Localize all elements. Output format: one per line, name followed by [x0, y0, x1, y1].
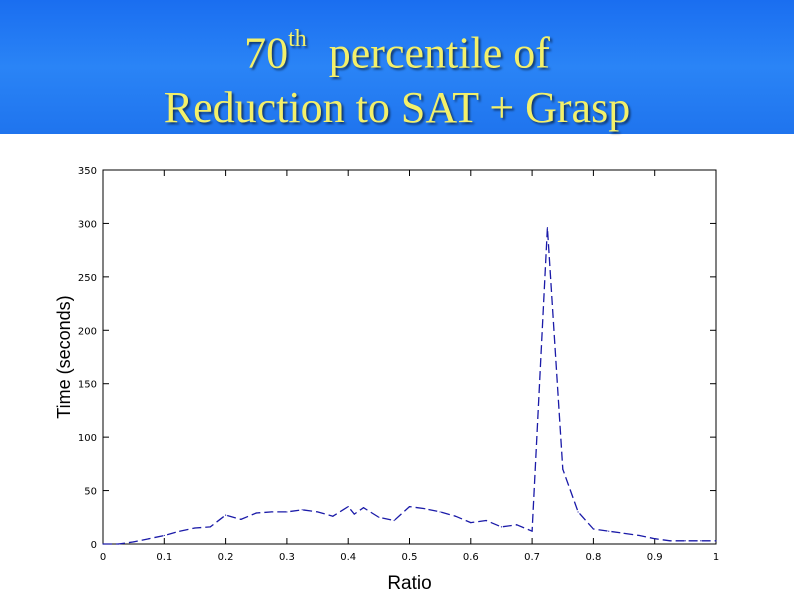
data-point [353, 513, 355, 515]
data-point [286, 511, 288, 513]
data-point [316, 511, 319, 513]
plot-area: 0 0.1 0.2 0.3 0.4 0.5 0.6 0.7 0.8 0.9 1 0 50 100 150 20… [54, 166, 719, 594]
data-point [393, 519, 395, 522]
y-tick-label: 150 [78, 380, 97, 391]
title-line-1: 70th percentile of [0, 18, 794, 81]
y-tick-label: 100 [78, 433, 97, 444]
data-point [577, 511, 579, 513]
data-point [623, 532, 625, 534]
data-point [255, 512, 257, 514]
data-point [194, 527, 196, 529]
data-point [332, 515, 334, 517]
x-tick-label: 0 [100, 552, 106, 563]
data-point [179, 530, 181, 532]
line-chart: 0 0.1 0.2 0.3 0.4 0.5 0.6 0.7 0.8 0.9 1 0 50 100 150 20… [54, 166, 719, 594]
data-point [347, 506, 349, 508]
data-point [669, 540, 671, 542]
data-point [163, 534, 165, 537]
data-point [638, 534, 640, 537]
data-point [439, 511, 441, 513]
data-point [470, 522, 472, 524]
title-line-2: Reduction to SAT + Grasp [163, 82, 631, 132]
data-point [240, 518, 242, 521]
data-point [592, 528, 595, 530]
data-point [608, 530, 610, 532]
title-number: 70 [244, 28, 289, 78]
data-point [102, 543, 104, 545]
title-banner [0, 0, 794, 134]
data-point [378, 516, 380, 518]
title-rest: percentile of [328, 28, 550, 78]
plot-frame [102, 169, 717, 545]
x-tick-label: 0.4 [340, 552, 356, 563]
x-tick-label: 0.7 [524, 552, 540, 563]
data-point [562, 468, 564, 470]
data-point [516, 524, 518, 526]
y-tick-label: 0 [91, 540, 97, 551]
title-superscript: th [288, 26, 307, 52]
x-tick-label: 0.3 [279, 552, 295, 563]
y-tick-label: 50 [84, 487, 97, 498]
data-point [408, 506, 411, 508]
slide-title: 70th percentile of Reduction to SAT + Gr… [0, 18, 794, 135]
y-tick-label: 250 [78, 273, 97, 284]
x-tick-label: 0.2 [218, 552, 234, 563]
x-tick-label: 0.9 [647, 552, 663, 563]
data-point [700, 540, 702, 542]
data-point [715, 540, 717, 542]
data-point [301, 509, 303, 511]
data-point [454, 515, 457, 517]
data-point [531, 530, 533, 532]
data-point [485, 519, 487, 522]
y-axis-label: Time (seconds) [54, 295, 74, 418]
data-point [654, 538, 656, 540]
x-tick-label: 0.8 [585, 552, 601, 563]
series-line [103, 227, 716, 545]
x-axis-label: Ratio [387, 573, 431, 594]
x-tick-label: 1 [713, 552, 719, 563]
data-point [133, 541, 135, 543]
y-tick-label: 200 [78, 326, 97, 337]
y-tick-label: 350 [78, 166, 97, 177]
data-point [225, 514, 227, 516]
data-point [546, 227, 549, 229]
y-tick-label: 300 [78, 219, 97, 230]
x-tick-label: 0.1 [156, 552, 172, 563]
x-tick-label: 0.6 [463, 552, 479, 563]
data-point [117, 543, 119, 545]
data-point [362, 507, 365, 509]
data-point [209, 526, 211, 528]
x-tick-label: 0.5 [402, 552, 418, 563]
data-point [684, 540, 686, 542]
data-point [270, 511, 273, 513]
data-point [424, 508, 426, 510]
data-point [148, 538, 150, 540]
data-point [500, 526, 503, 528]
